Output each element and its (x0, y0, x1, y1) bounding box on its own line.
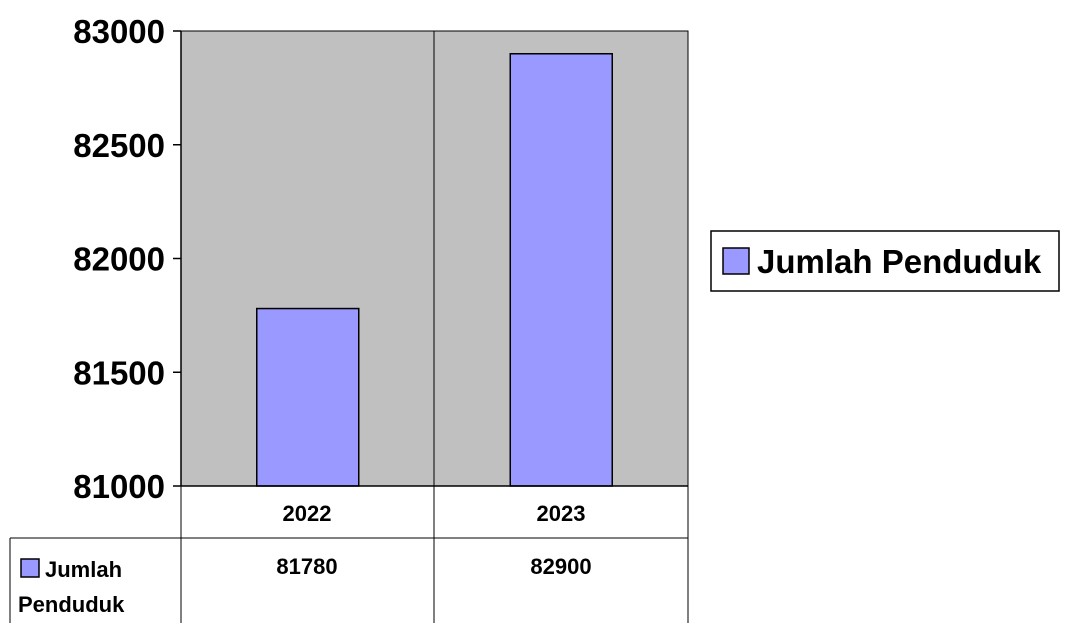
data-table: 2022 2023 Jumlah Penduduk 81780 82900 (9, 485, 689, 623)
table-value-2022: 81780 (276, 554, 337, 579)
bar-2022 (256, 307, 360, 487)
table-row-label-line1: Jumlah (45, 557, 122, 582)
table-header-2022: 2022 (283, 501, 332, 526)
legend-swatch (722, 247, 750, 275)
bars (256, 53, 613, 487)
legend-box (710, 230, 1060, 292)
y-tick-label: 81000 (73, 468, 165, 505)
bar-2023 (509, 53, 613, 487)
y-tick-label: 83000 (73, 13, 165, 50)
table-header-2023: 2023 (537, 501, 586, 526)
legend: Jumlah Penduduk (710, 230, 1060, 292)
table-legend-swatch (20, 558, 40, 578)
y-tick-label: 82000 (73, 241, 165, 278)
table-row-label-line2: Penduduk (18, 592, 125, 617)
y-tick-label: 82500 (73, 127, 165, 164)
y-axis-ticks: 81000 81500 82000 82500 83000 (73, 13, 181, 505)
y-tick-label: 81500 (73, 354, 165, 391)
table-value-2023: 82900 (530, 554, 591, 579)
legend-label: Jumlah Penduduk (757, 243, 1042, 280)
